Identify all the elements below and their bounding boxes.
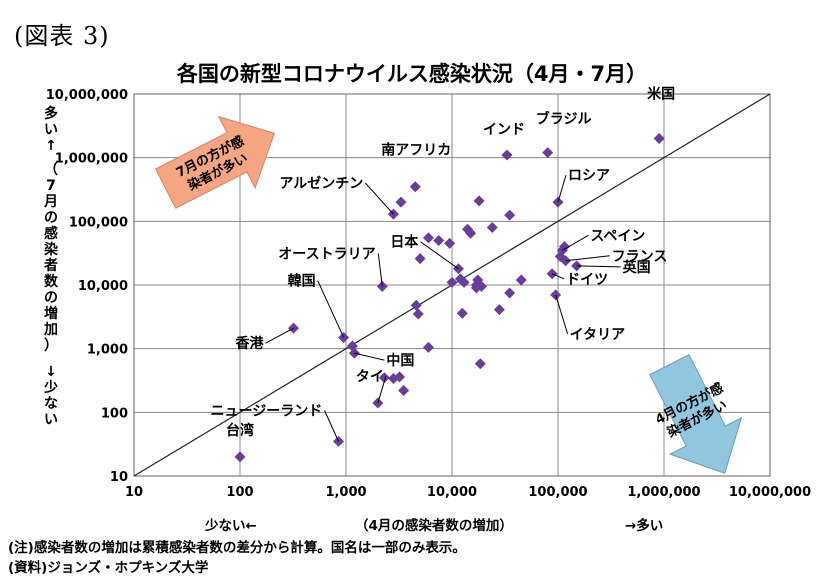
data-point	[444, 237, 456, 249]
annotation-leader	[576, 265, 621, 268]
x-tick-label: 100,000	[528, 485, 587, 500]
annotation-label: タイ	[356, 369, 384, 385]
annotation-label: 日本	[390, 234, 419, 251]
y-axis-label: 多い ↑ （7 月の感染者数の増加） ↓ 少ない	[40, 106, 62, 428]
data-point	[422, 341, 434, 353]
x-axis-title: （4月の感染者数の増加）	[355, 518, 513, 534]
data-point	[558, 241, 570, 253]
y-tick-label: 10,000,000	[46, 88, 128, 103]
annotation-leader	[377, 253, 383, 287]
y-tick-label: 1,000	[87, 343, 128, 358]
annotation-label: アルゼンチン	[279, 175, 363, 192]
data-point	[504, 209, 516, 221]
annotation-label: ブラジル	[536, 111, 592, 128]
annotation-leader	[265, 327, 294, 344]
plot-frame	[133, 93, 771, 477]
chart-title: 各国の新型コロナウイルス感染状況（4月・7月）	[176, 62, 648, 86]
annotation-leader	[377, 375, 387, 404]
data-point	[542, 147, 554, 159]
annotation-leader	[420, 241, 459, 270]
data-point	[456, 307, 468, 319]
data-point	[486, 222, 498, 234]
y-tick-label: 10,000	[78, 279, 128, 294]
y-low-label: ↓ 少ない	[44, 364, 58, 428]
annotation-label: スペイン	[590, 228, 645, 244]
data-point	[473, 195, 485, 207]
figure-label: (図表 3)	[14, 22, 110, 50]
x-tick-label: 1,000	[325, 485, 366, 500]
data-point	[446, 276, 458, 288]
data-point	[398, 385, 410, 397]
y-high-label: 多い ↑	[44, 106, 58, 154]
annotation-label: 台湾	[226, 422, 254, 439]
data-point	[378, 372, 390, 384]
y-tick-label: 100,000	[69, 215, 128, 230]
x-tick-label: 10,000	[427, 485, 477, 500]
source-note: (資料)ジョンズ・ホプキンズ大学	[8, 560, 209, 576]
data-point	[501, 149, 513, 161]
data-point	[515, 274, 527, 286]
data-point	[395, 196, 407, 208]
annotation-leader	[555, 294, 569, 335]
x-high-label: →多い	[625, 518, 664, 534]
annotation-label: ニュージーランド	[211, 403, 323, 419]
callout-arrow-shape	[649, 354, 743, 475]
annotation-leader	[565, 255, 610, 262]
annotation-leader	[365, 182, 394, 215]
annotation-leader	[317, 280, 345, 338]
x-low-label: 少ない←	[205, 518, 257, 534]
annotation-label: 中国	[386, 352, 414, 369]
callout-arrow-shape	[155, 115, 276, 209]
annotation-label: オーストラリア	[278, 246, 375, 262]
annotation-leader	[557, 175, 567, 203]
y-axis-title: （7 月の感染者数の増加）	[44, 162, 58, 354]
data-point	[653, 133, 665, 145]
annotation-leader	[324, 410, 339, 442]
data-point	[410, 299, 422, 311]
annotation-label: ドイツ	[566, 272, 608, 288]
data-point	[474, 358, 486, 370]
y-tick-label: 1,000,000	[55, 152, 128, 167]
data-point	[234, 451, 246, 463]
data-point	[504, 287, 516, 299]
data-point	[394, 371, 406, 383]
y-tick-label: 100	[101, 406, 128, 421]
annotation-label: 香港	[235, 335, 265, 352]
x-tick-label: 100	[226, 485, 253, 500]
annotation-label: 韓国	[288, 272, 316, 289]
data-point	[433, 234, 445, 246]
data-point	[465, 227, 477, 239]
annotation-label: イタリア	[570, 327, 625, 343]
annotation-label: 英国	[622, 259, 651, 276]
data-point	[409, 181, 421, 193]
footnote: (注)感染者数の増加は累積感染者数の差分から計算。国名は一部のみ表示。	[8, 540, 466, 556]
annotation-label: 米国	[647, 86, 675, 103]
annotation-leader	[551, 273, 565, 280]
x-tick-label: 10	[125, 485, 143, 500]
annotation-label: ロシア	[568, 168, 610, 184]
annotation-leader	[562, 234, 589, 251]
annotation-label: 南アフリカ	[381, 142, 451, 159]
annotation-label: インド	[483, 122, 525, 138]
data-point	[422, 232, 434, 244]
annotation-leader	[354, 352, 385, 361]
x-tick-label: 10,000,000	[729, 485, 811, 500]
y-tick-label: 10	[110, 470, 128, 485]
x-tick-label: 1,000,000	[627, 485, 700, 500]
annotation-label: フランス	[612, 249, 668, 265]
data-point	[458, 276, 470, 288]
data-point	[476, 280, 488, 292]
data-point	[414, 253, 426, 265]
data-point	[493, 304, 505, 316]
data-point	[412, 308, 424, 320]
